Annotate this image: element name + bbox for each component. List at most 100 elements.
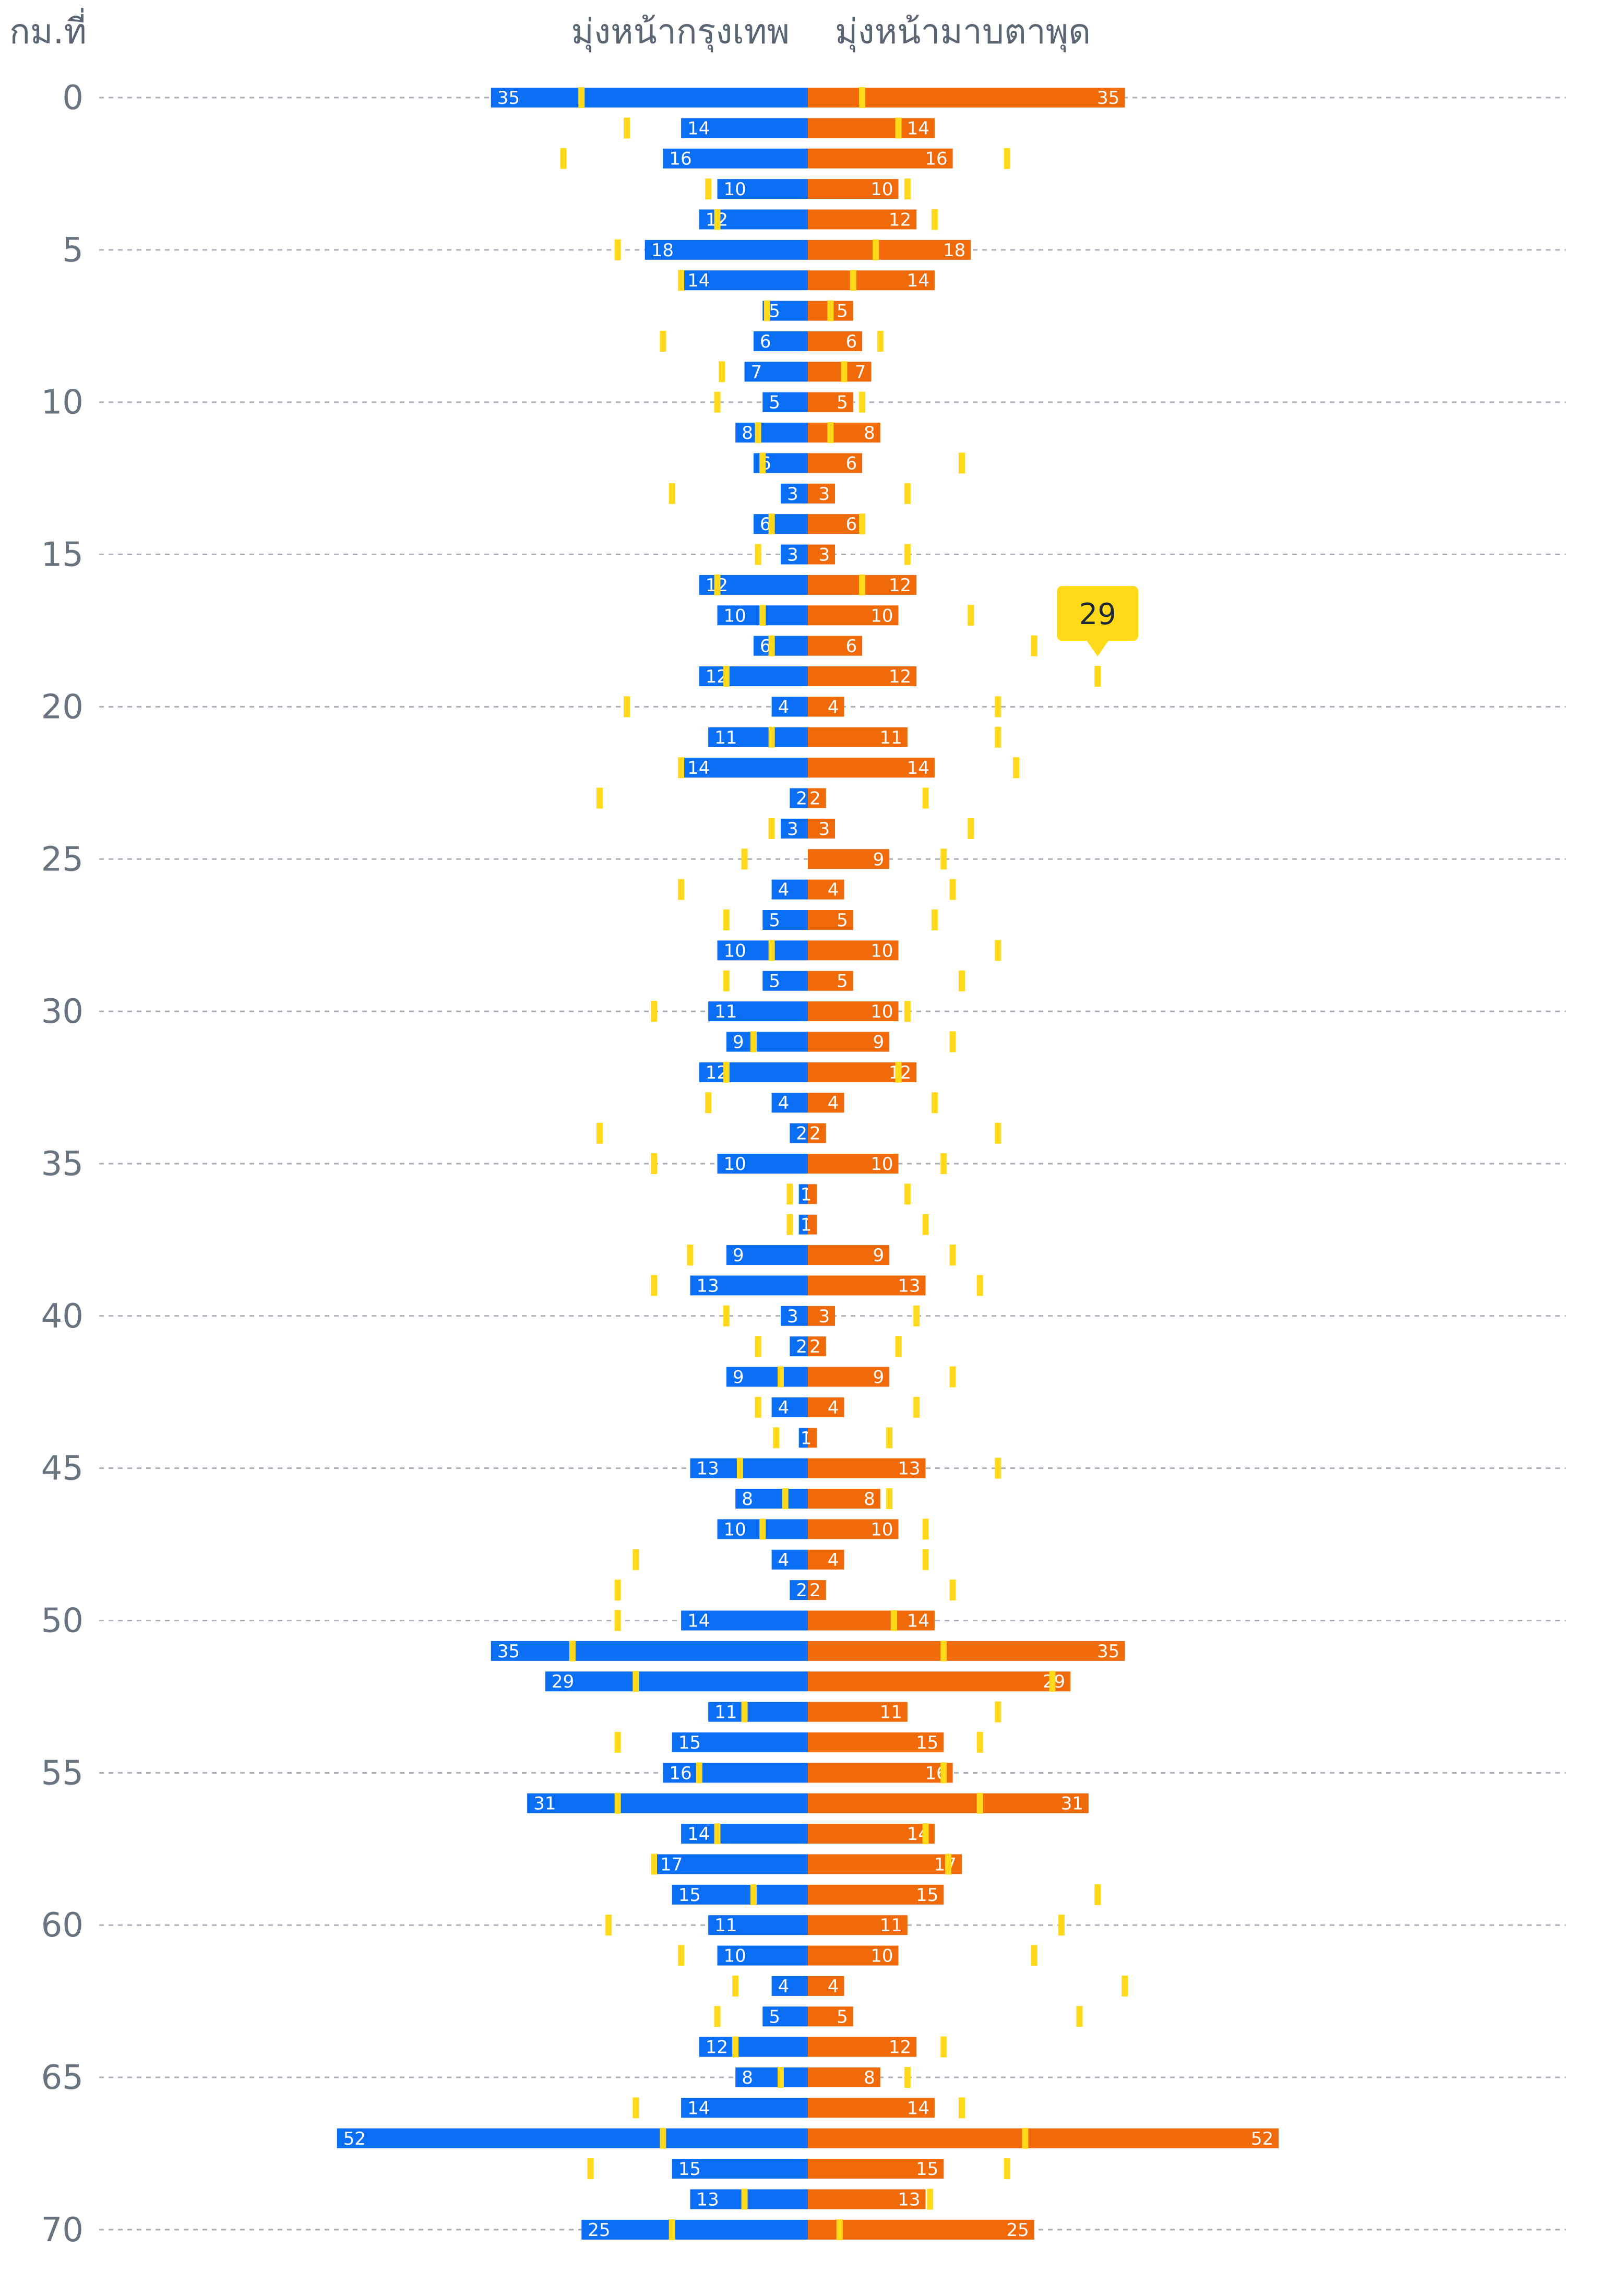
left-bar-km-11[interactable] xyxy=(735,423,808,443)
right-bar-km-50[interactable] xyxy=(808,1610,935,1631)
left-bar-km-64[interactable] xyxy=(699,2037,808,2057)
left-bar-km-14[interactable] xyxy=(753,514,808,534)
right-bar-km-1[interactable] xyxy=(808,118,935,138)
left-bar-km-39[interactable] xyxy=(690,1275,808,1296)
left-bar-km-31[interactable] xyxy=(726,1032,808,1052)
right-bar-km-62[interactable] xyxy=(808,1976,844,1996)
right-bar-km-30[interactable] xyxy=(808,1001,899,1022)
right-bar-km-4[interactable] xyxy=(808,209,917,230)
right-bar-km-45[interactable] xyxy=(808,1458,926,1478)
left-bar-km-13[interactable] xyxy=(780,483,808,504)
right-bar-km-39[interactable] xyxy=(808,1275,926,1296)
right-bar-km-13[interactable] xyxy=(808,483,836,504)
left-bar-km-21[interactable] xyxy=(708,727,808,747)
right-bar-km-46[interactable] xyxy=(808,1489,880,1509)
right-bar-km-34[interactable] xyxy=(808,1123,826,1143)
left-bar-km-23[interactable] xyxy=(790,788,808,808)
right-bar-km-12[interactable] xyxy=(808,453,863,473)
right-bar-km-14[interactable] xyxy=(808,514,863,534)
left-bar-km-32[interactable] xyxy=(699,1062,808,1082)
right-bar-km-38[interactable] xyxy=(808,1245,890,1265)
right-bar-km-49[interactable] xyxy=(808,1580,826,1600)
left-bar-km-41[interactable] xyxy=(790,1336,808,1357)
left-bar-km-48[interactable] xyxy=(771,1549,808,1570)
right-bar-km-35[interactable] xyxy=(808,1153,899,1174)
left-bar-km-5[interactable] xyxy=(645,240,808,260)
right-bar-km-66[interactable] xyxy=(808,2098,935,2118)
right-bar-km-10[interactable] xyxy=(808,392,853,412)
left-bar-km-27[interactable] xyxy=(762,910,808,930)
left-bar-km-8[interactable] xyxy=(753,331,808,351)
left-bar-km-56[interactable] xyxy=(527,1793,808,1813)
left-bar-km-42[interactable] xyxy=(726,1367,808,1387)
right-bar-km-68[interactable] xyxy=(808,2159,944,2179)
right-bar-km-28[interactable] xyxy=(808,940,899,961)
right-bar-km-24[interactable] xyxy=(808,818,836,839)
right-bar-km-19[interactable] xyxy=(808,666,917,687)
left-bar-km-55[interactable] xyxy=(663,1763,808,1783)
right-bar-km-23[interactable] xyxy=(808,788,826,808)
left-bar-km-45[interactable] xyxy=(690,1458,808,1478)
right-bar-km-25[interactable] xyxy=(808,849,890,869)
left-bar-km-30[interactable] xyxy=(708,1001,808,1022)
right-bar-km-21[interactable] xyxy=(808,727,908,747)
left-bar-km-34[interactable] xyxy=(790,1123,808,1143)
right-bar-km-40[interactable] xyxy=(808,1306,836,1326)
left-bar-km-57[interactable] xyxy=(681,1824,808,1844)
left-bar-km-70[interactable] xyxy=(581,2219,808,2240)
right-bar-km-22[interactable] xyxy=(808,758,935,778)
left-bar-km-22[interactable] xyxy=(681,758,808,778)
right-bar-km-2[interactable] xyxy=(808,148,953,169)
left-bar-km-40[interactable] xyxy=(780,1306,808,1326)
right-bar-km-5[interactable] xyxy=(808,240,971,260)
left-bar-km-61[interactable] xyxy=(717,1945,808,1966)
left-bar-km-53[interactable] xyxy=(708,1702,808,1722)
right-bar-km-67[interactable] xyxy=(808,2128,1279,2148)
left-bar-km-18[interactable] xyxy=(753,636,808,656)
right-bar-km-37[interactable] xyxy=(808,1214,817,1235)
right-bar-km-51[interactable] xyxy=(808,1641,1125,1661)
right-bar-km-69[interactable] xyxy=(808,2189,926,2209)
right-bar-km-48[interactable] xyxy=(808,1549,844,1570)
right-bar-km-61[interactable] xyxy=(808,1945,899,1966)
left-bar-km-60[interactable] xyxy=(708,1915,808,1935)
left-bar-km-28[interactable] xyxy=(717,940,808,961)
right-bar-km-6[interactable] xyxy=(808,270,935,291)
left-bar-km-6[interactable] xyxy=(681,270,808,291)
left-bar-km-68[interactable] xyxy=(672,2159,808,2179)
right-bar-km-15[interactable] xyxy=(808,544,836,565)
right-bar-km-57[interactable] xyxy=(808,1824,935,1844)
left-bar-km-58[interactable] xyxy=(654,1854,808,1874)
right-bar-km-47[interactable] xyxy=(808,1519,899,1539)
left-bar-km-20[interactable] xyxy=(771,697,808,717)
right-bar-km-63[interactable] xyxy=(808,2006,853,2027)
left-bar-km-44[interactable] xyxy=(798,1428,808,1448)
right-bar-km-27[interactable] xyxy=(808,910,853,930)
right-bar-km-70[interactable] xyxy=(808,2219,1034,2240)
left-bar-km-49[interactable] xyxy=(790,1580,808,1600)
left-bar-km-36[interactable] xyxy=(798,1184,808,1204)
left-bar-km-59[interactable] xyxy=(672,1884,808,1905)
right-bar-km-26[interactable] xyxy=(808,879,844,900)
right-bar-km-41[interactable] xyxy=(808,1336,826,1357)
left-bar-km-46[interactable] xyxy=(735,1489,808,1509)
right-bar-km-3[interactable] xyxy=(808,179,899,199)
right-bar-km-31[interactable] xyxy=(808,1032,890,1052)
left-bar-km-43[interactable] xyxy=(771,1397,808,1417)
right-bar-km-9[interactable] xyxy=(808,362,872,382)
right-bar-km-17[interactable] xyxy=(808,605,899,626)
left-bar-km-26[interactable] xyxy=(771,879,808,900)
right-bar-km-65[interactable] xyxy=(808,2067,880,2088)
left-bar-km-15[interactable] xyxy=(780,544,808,565)
left-bar-km-24[interactable] xyxy=(780,818,808,839)
left-bar-km-65[interactable] xyxy=(735,2067,808,2088)
left-bar-km-37[interactable] xyxy=(798,1214,808,1235)
right-bar-km-11[interactable] xyxy=(808,423,880,443)
right-bar-km-58[interactable] xyxy=(808,1854,962,1874)
left-bar-km-35[interactable] xyxy=(717,1153,808,1174)
right-bar-km-44[interactable] xyxy=(808,1428,817,1448)
right-bar-km-0[interactable] xyxy=(808,88,1125,107)
left-bar-km-38[interactable] xyxy=(726,1245,808,1265)
right-bar-km-43[interactable] xyxy=(808,1397,844,1417)
left-bar-km-63[interactable] xyxy=(762,2006,808,2027)
